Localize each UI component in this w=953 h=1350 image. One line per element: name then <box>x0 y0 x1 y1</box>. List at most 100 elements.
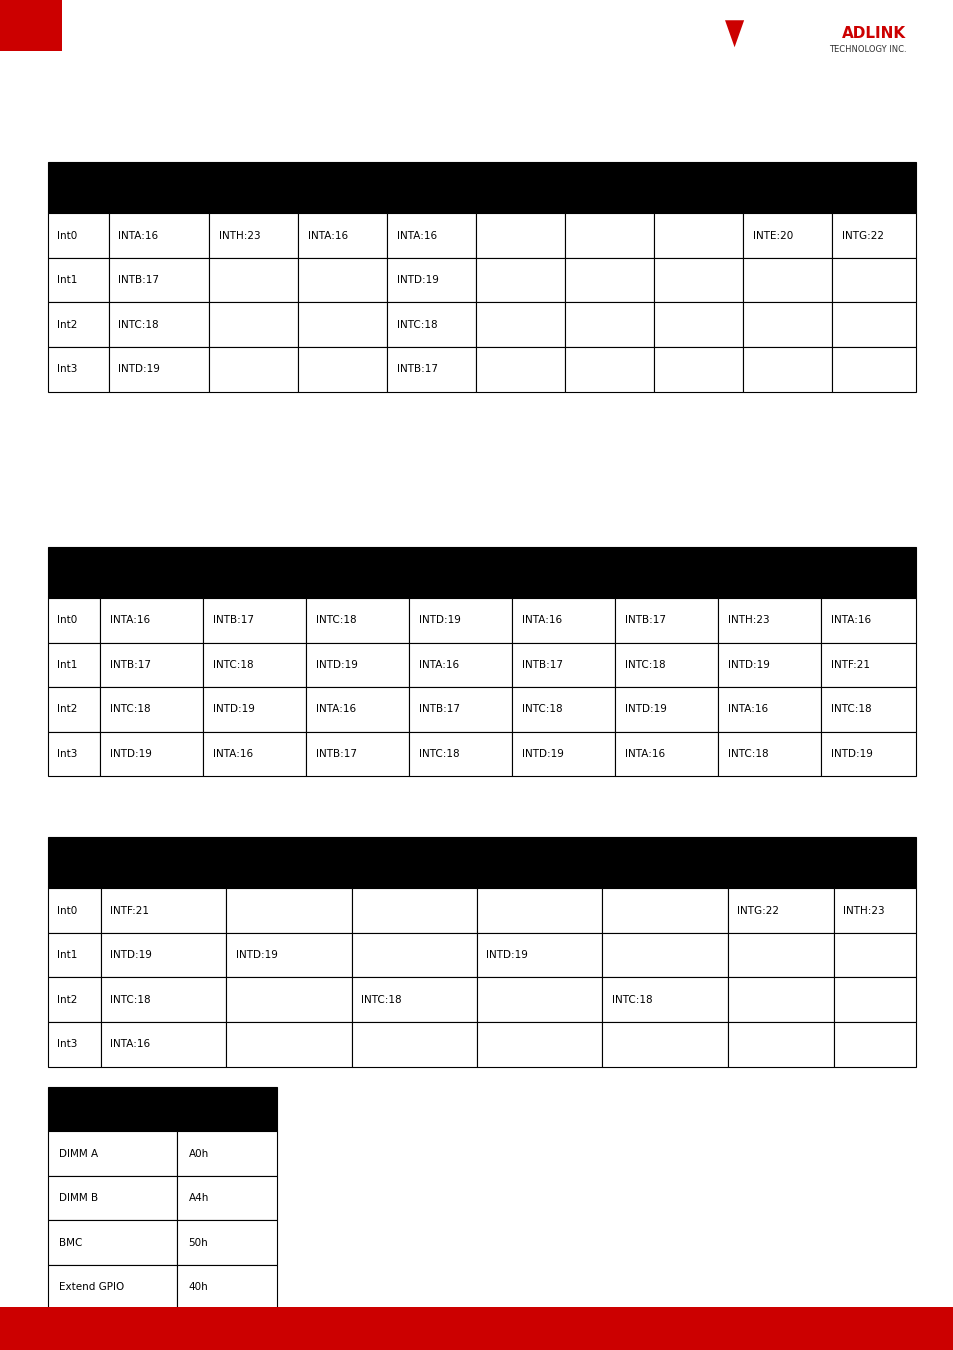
Bar <box>727 837 833 888</box>
Bar <box>48 347 109 391</box>
Bar <box>615 687 718 732</box>
Bar <box>209 162 297 213</box>
Text: INTD:19: INTD:19 <box>315 660 357 670</box>
Bar <box>821 732 915 776</box>
Bar <box>48 888 101 933</box>
Bar <box>297 162 387 213</box>
Text: Int3: Int3 <box>57 364 77 374</box>
Bar <box>0 1307 953 1350</box>
Bar <box>742 347 832 391</box>
Bar <box>297 213 387 258</box>
Text: INTA:16: INTA:16 <box>830 616 870 625</box>
Bar <box>831 213 915 258</box>
Bar <box>226 837 351 888</box>
Bar <box>177 1087 276 1131</box>
Bar <box>615 643 718 687</box>
Bar <box>601 888 727 933</box>
Bar <box>476 162 564 213</box>
Text: INTF:21: INTF:21 <box>111 906 149 915</box>
Bar <box>833 888 915 933</box>
Bar <box>718 732 821 776</box>
Text: Int3: Int3 <box>57 749 77 759</box>
Bar <box>203 547 306 598</box>
Bar <box>101 888 226 933</box>
Bar <box>203 687 306 732</box>
Text: INTD:19: INTD:19 <box>213 705 254 714</box>
Text: INTC:18: INTC:18 <box>360 995 401 1004</box>
Bar <box>654 302 742 347</box>
Bar <box>306 732 409 776</box>
Bar <box>476 347 564 391</box>
Bar <box>718 598 821 643</box>
Bar <box>601 933 727 977</box>
Bar <box>833 977 915 1022</box>
Text: 50h: 50h <box>189 1238 208 1247</box>
Bar <box>512 547 615 598</box>
Bar <box>833 933 915 977</box>
Text: INTD:19: INTD:19 <box>727 660 769 670</box>
Bar <box>387 302 476 347</box>
Bar <box>209 213 297 258</box>
Text: INTH:23: INTH:23 <box>218 231 260 240</box>
Bar <box>727 888 833 933</box>
Bar <box>297 302 387 347</box>
Bar <box>48 1022 101 1066</box>
Bar <box>727 1022 833 1066</box>
Bar <box>654 162 742 213</box>
Text: INTC:18: INTC:18 <box>118 320 159 329</box>
Text: Int1: Int1 <box>57 660 77 670</box>
Bar <box>831 347 915 391</box>
Bar <box>409 732 512 776</box>
Text: Int2: Int2 <box>57 320 77 329</box>
Text: Int3: Int3 <box>57 1040 77 1049</box>
Bar <box>564 302 654 347</box>
Bar <box>742 213 832 258</box>
Bar <box>209 302 297 347</box>
Bar <box>48 547 100 598</box>
Bar <box>742 258 832 302</box>
Bar <box>306 547 409 598</box>
Text: INTE:20: INTE:20 <box>752 231 792 240</box>
Text: INTB:17: INTB:17 <box>110 660 151 670</box>
Bar <box>564 347 654 391</box>
Bar <box>48 977 101 1022</box>
Bar <box>615 732 718 776</box>
Bar <box>409 687 512 732</box>
Text: INTB:17: INTB:17 <box>315 749 356 759</box>
Bar <box>409 547 512 598</box>
Text: Int2: Int2 <box>57 995 77 1004</box>
Bar <box>48 302 109 347</box>
Text: INTB:17: INTB:17 <box>118 275 159 285</box>
Bar <box>48 1131 177 1176</box>
Bar <box>109 347 209 391</box>
Bar <box>306 687 409 732</box>
Bar <box>831 302 915 347</box>
Bar <box>718 547 821 598</box>
Bar <box>0 0 62 51</box>
Text: INTD:19: INTD:19 <box>418 616 460 625</box>
Text: INTF:21: INTF:21 <box>830 660 869 670</box>
Text: INTD:19: INTD:19 <box>830 749 872 759</box>
Bar <box>833 837 915 888</box>
Bar <box>476 977 601 1022</box>
Text: Int0: Int0 <box>57 616 77 625</box>
Bar <box>109 258 209 302</box>
Text: INTG:22: INTG:22 <box>841 231 883 240</box>
Text: INTC:18: INTC:18 <box>727 749 768 759</box>
Bar <box>203 732 306 776</box>
Bar <box>101 837 226 888</box>
Bar <box>615 547 718 598</box>
Text: INTD:19: INTD:19 <box>521 749 563 759</box>
Text: INTD:19: INTD:19 <box>486 950 528 960</box>
Bar <box>100 643 203 687</box>
Bar <box>512 598 615 643</box>
Text: A4h: A4h <box>189 1193 209 1203</box>
Text: INTB:17: INTB:17 <box>521 660 562 670</box>
Bar <box>48 258 109 302</box>
Text: INTA:16: INTA:16 <box>396 231 436 240</box>
Text: INTC:18: INTC:18 <box>418 749 459 759</box>
Text: INTC:18: INTC:18 <box>624 660 665 670</box>
Bar <box>387 347 476 391</box>
Bar <box>718 687 821 732</box>
Text: DIMM A: DIMM A <box>59 1149 98 1158</box>
